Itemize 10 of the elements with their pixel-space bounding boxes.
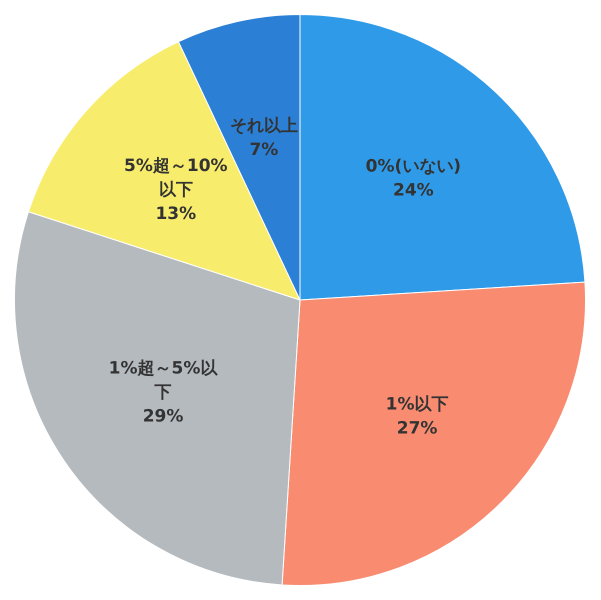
slice-label: 1%超～5%以下 [108, 358, 218, 402]
data-label: 24% [393, 180, 434, 201]
slice-label: 1%以下 [386, 394, 449, 415]
data-label: 27% [396, 418, 438, 439]
slice-label: それ以上 [230, 116, 298, 136]
data-label: 29% [142, 406, 184, 426]
slice-label: 5%超～10%以下 [124, 156, 228, 200]
data-label: 7% [249, 140, 278, 160]
data-label: 13% [155, 204, 196, 224]
slice-label: 0%(いない) [366, 156, 462, 177]
